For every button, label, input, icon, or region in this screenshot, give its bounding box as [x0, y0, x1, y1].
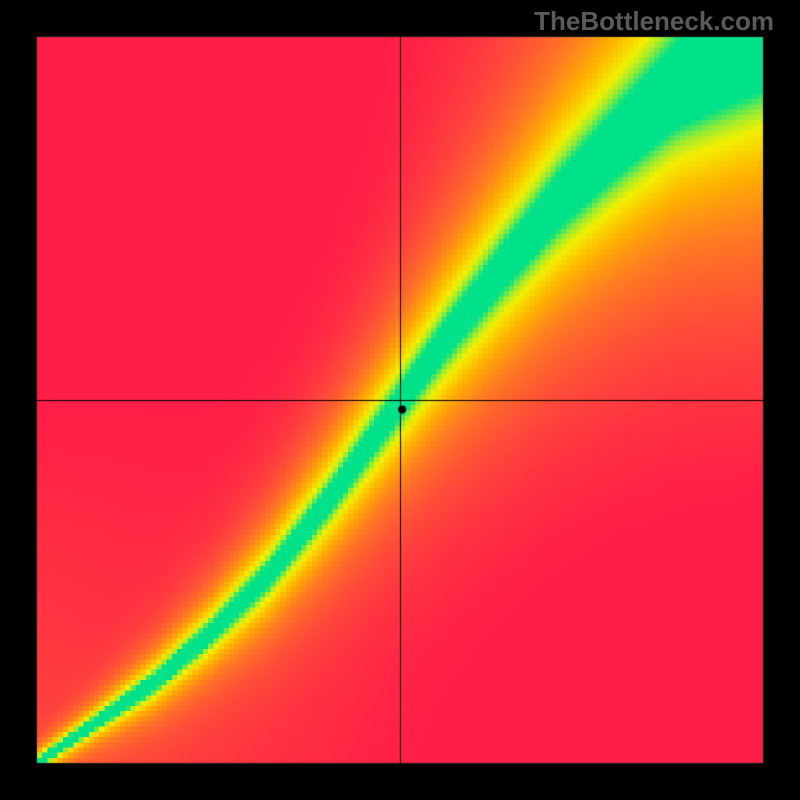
- watermark-text: TheBottleneck.com: [534, 6, 774, 37]
- heatmap-overlay: [0, 0, 800, 800]
- chart-container: TheBottleneck.com: [0, 0, 800, 800]
